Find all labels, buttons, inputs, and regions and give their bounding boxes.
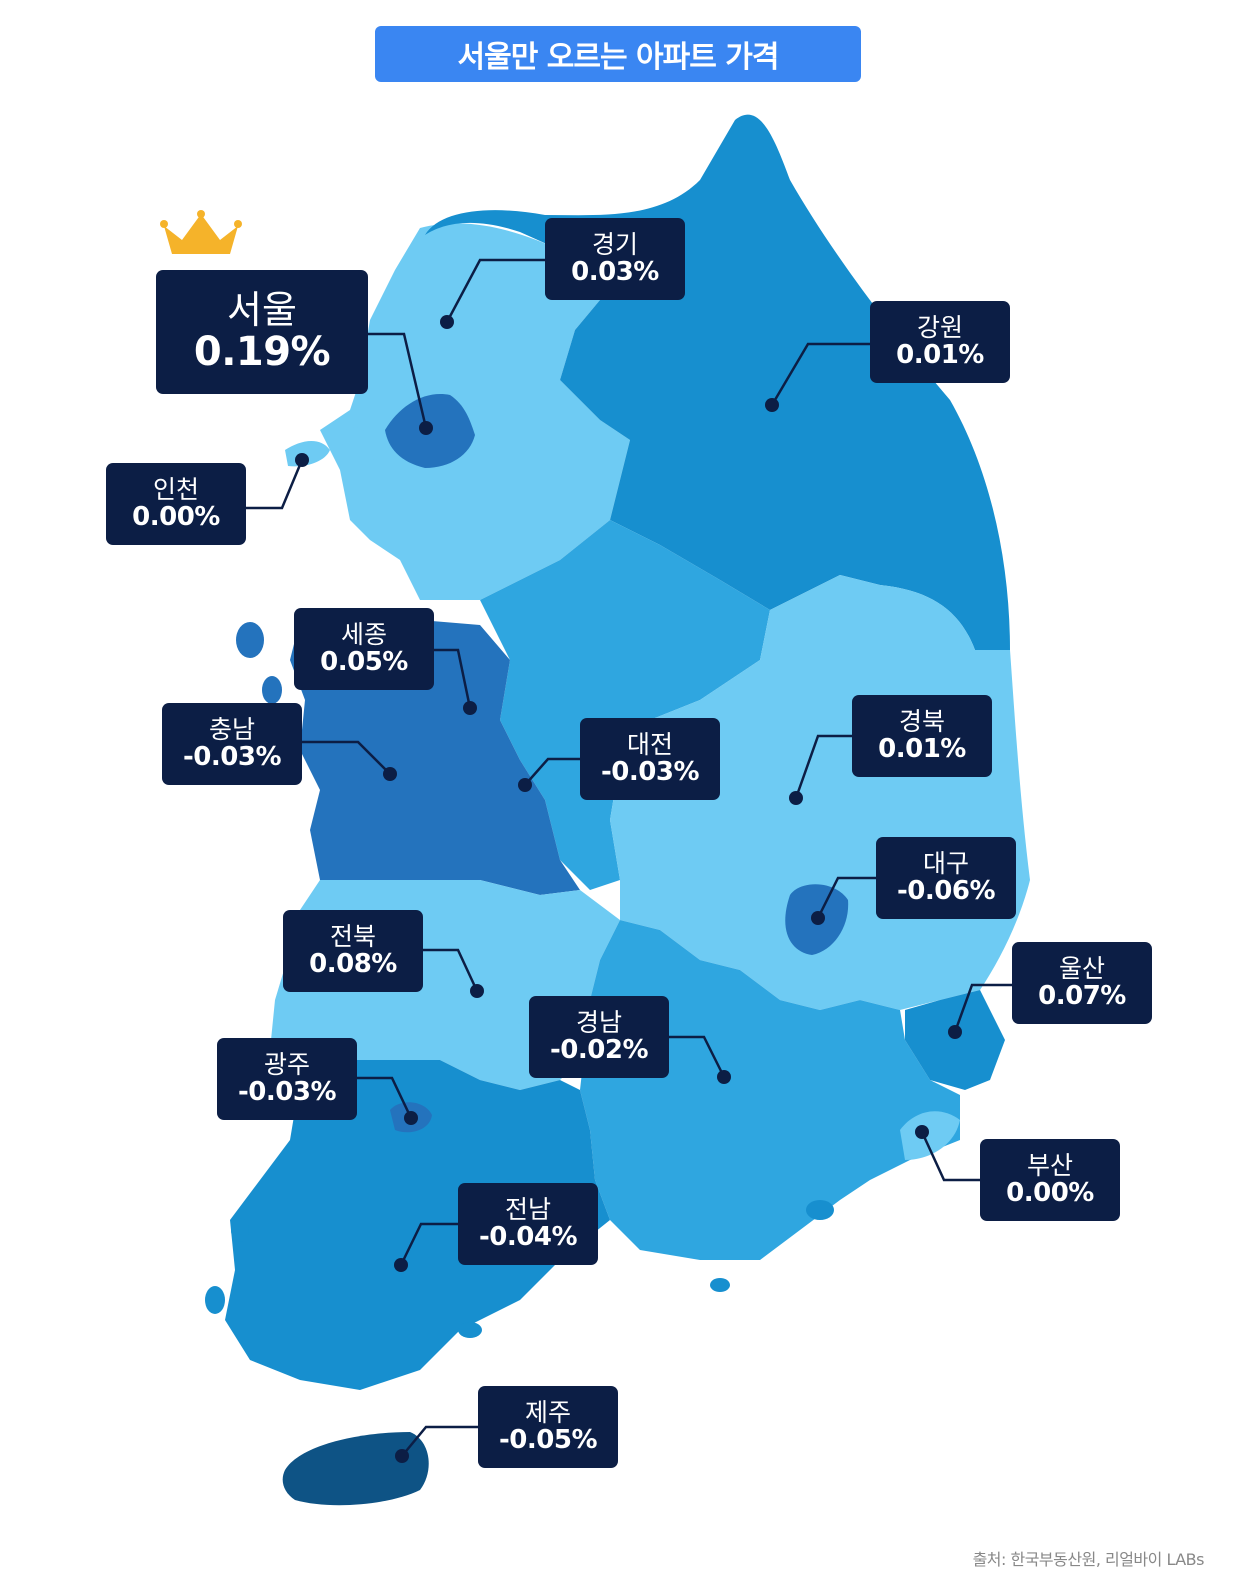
region-chungbuk[interactable] (480, 520, 770, 890)
region-name: 서울 (227, 287, 297, 332)
label-gyeongbuk: 경북 0.01% (852, 695, 992, 777)
region-name: 경기 (591, 230, 638, 260)
label-ulsan: 울산 0.07% (1012, 942, 1152, 1024)
region-name: 부산 (1026, 1151, 1073, 1181)
region-value: -0.04% (479, 1222, 578, 1253)
region-name: 광주 (263, 1050, 310, 1080)
leader-lines (246, 258, 1012, 1457)
region-name: 대전 (626, 730, 673, 760)
label-sejong: 세종 0.05% (294, 608, 434, 690)
label-busan: 부산 0.00% (980, 1139, 1120, 1221)
region-name: 전북 (329, 922, 376, 952)
region-name: 강원 (916, 313, 963, 343)
label-daejeon: 대전 -0.03% (580, 718, 720, 800)
region-gyeongnam[interactable] (580, 920, 960, 1260)
label-gwangju: 광주 -0.03% (217, 1038, 357, 1120)
crown-icon (160, 210, 242, 254)
coastal-islands (205, 1200, 834, 1338)
region-value: 0.01% (896, 340, 984, 371)
region-value: -0.03% (601, 757, 700, 788)
region-jeju[interactable] (282, 1432, 429, 1506)
region-gyeonggi[interactable] (320, 223, 630, 600)
label-jeonbuk: 전북 0.08% (283, 910, 423, 992)
region-name: 세종 (340, 620, 387, 650)
region-busan[interactable] (900, 1111, 960, 1160)
location-dots (295, 315, 962, 1463)
region-name: 충남 (208, 715, 255, 745)
region-value: -0.05% (499, 1425, 598, 1456)
region-ulsan[interactable] (905, 990, 1005, 1090)
region-name: 제주 (524, 1398, 571, 1428)
label-incheon: 인천 0.00% (106, 463, 246, 545)
region-name: 인천 (152, 475, 199, 505)
label-chungnam: 충남 -0.03% (162, 703, 302, 785)
label-jeonnam: 전남 -0.04% (458, 1183, 598, 1265)
label-gyeongnam: 경남 -0.02% (529, 996, 669, 1078)
region-value: 0.03% (571, 257, 659, 288)
region-value: 0.01% (878, 734, 966, 765)
region-value: 0.07% (1038, 981, 1126, 1012)
label-daegu: 대구 -0.06% (876, 837, 1016, 919)
region-value: 0.05% (320, 647, 408, 678)
label-gangwon: 강원 0.01% (870, 301, 1010, 383)
region-value: -0.03% (238, 1077, 337, 1108)
region-value: -0.02% (550, 1035, 649, 1066)
region-name: 대구 (922, 849, 969, 879)
region-value: -0.06% (897, 876, 996, 907)
label-jeju: 제주 -0.05% (478, 1386, 618, 1468)
region-jeonnam[interactable] (225, 1060, 610, 1390)
region-value: 0.00% (1006, 1178, 1094, 1209)
region-value: -0.03% (183, 742, 282, 773)
region-value: 0.19% (193, 328, 331, 375)
western-islands (236, 622, 282, 704)
region-name: 전남 (504, 1195, 551, 1225)
label-gyeonggi: 경기 0.03% (545, 218, 685, 300)
region-name: 경북 (898, 707, 945, 737)
region-value: 0.00% (132, 502, 220, 533)
region-value: 0.08% (309, 949, 397, 980)
label-seoul: 서울 0.19% (156, 270, 368, 394)
region-name: 울산 (1058, 954, 1105, 984)
source-credit: 출처: 한국부동산원, 리얼바이 LABs (972, 1550, 1205, 1569)
map-title-banner: 서울만 오르는 아파트 가격 (375, 26, 861, 82)
region-name: 경남 (575, 1008, 622, 1038)
map-title: 서울만 오르는 아파트 가격 (457, 40, 780, 75)
